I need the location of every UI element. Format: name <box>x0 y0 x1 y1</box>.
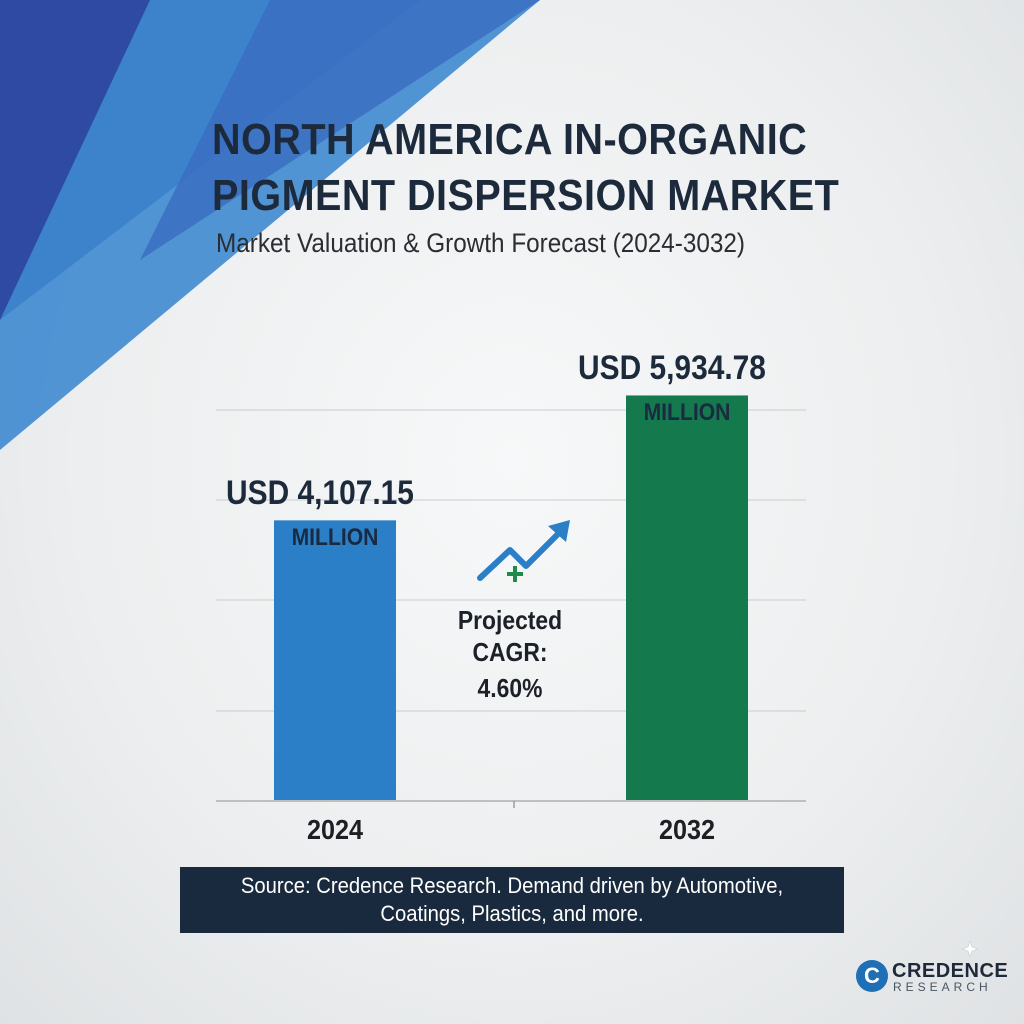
logo-subtitle: RESEARCH <box>893 980 992 994</box>
x-tick-label-2032: 2032 <box>658 814 716 845</box>
title-line-2: PIGMENT DISPERSION MARKET <box>212 171 840 220</box>
chart-subtitle: Market Valuation & Growth Forecast (2024… <box>216 228 746 258</box>
source-text: Source: Credence Research. Demand driven… <box>240 873 784 926</box>
sparkle-icon <box>962 941 978 957</box>
x-tick-label-2024: 2024 <box>306 814 364 845</box>
cagr-value: 4.60% <box>477 673 543 703</box>
cagr-callout: Projected CAGR: 4.60% <box>440 604 581 704</box>
source-banner: Source: Credence Research. Demand driven… <box>180 867 844 933</box>
bars <box>274 395 748 801</box>
chart-title: NORTH AMERICA IN-ORGANIC PIGMENT DISPERS… <box>212 112 840 224</box>
logo-mark-icon: C <box>856 960 888 992</box>
title-line-1: NORTH AMERICA IN-ORGANIC <box>212 115 808 164</box>
bar-2024 <box>274 520 396 801</box>
bar-2032 <box>626 395 748 801</box>
unit-label-2024: MILLION <box>291 524 379 552</box>
credence-logo: C CREDENCE RESEARCH <box>856 958 1009 998</box>
unit-label-2032: MILLION <box>643 399 731 427</box>
plus-icon <box>507 566 523 582</box>
cagr-line-1: Projected <box>457 605 563 635</box>
growth-arrow-icon <box>477 520 570 582</box>
value-label-2032: USD 5,934.78 <box>578 349 766 388</box>
value-label-2024: USD 4,107.15 <box>226 474 414 513</box>
logo-name: CREDENCE <box>892 960 1009 982</box>
cagr-line-2: CAGR: <box>472 637 548 667</box>
